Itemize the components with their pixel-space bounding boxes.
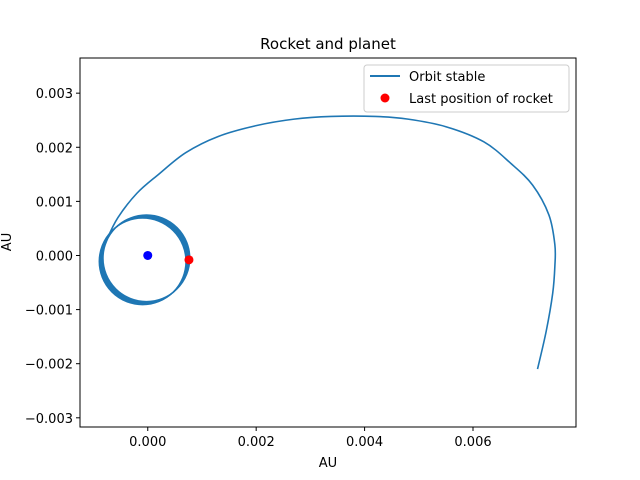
x-tick-label: 0.004: [346, 435, 383, 450]
y-tick-label: 0.003: [36, 87, 73, 102]
legend-label-rocket: Last position of rocket: [409, 92, 553, 107]
x-axis-title: AU: [319, 456, 337, 471]
legend: Orbit stable Last position of rocket: [363, 64, 570, 113]
y-tick-label: 0.001: [36, 195, 73, 210]
plot-area: [80, 58, 576, 427]
tick-layer: 0.000 0.002 0.004 0.006 −0.003 −0.002 −0.001 0.…: [25, 87, 492, 450]
legend-label-orbit: Orbit stable: [409, 70, 485, 85]
series-line-orbit: [100, 115, 557, 370]
series-layer: [98, 115, 557, 370]
x-tick-label: 0.000: [129, 435, 166, 450]
y-tick-label: −0.002: [25, 358, 73, 373]
x-tick-label: 0.006: [454, 435, 491, 450]
y-tick-label: −0.001: [25, 304, 73, 319]
chart-title: Rocket and planet: [260, 35, 396, 53]
y-axis-title: AU: [0, 233, 15, 251]
planet-marker: [143, 250, 153, 260]
legend-box: [363, 64, 570, 113]
plot-frame: [79, 57, 577, 428]
rocket-last-position-marker: [184, 255, 194, 265]
x-tick-label: 0.002: [238, 435, 275, 450]
y-tick-label: 0.002: [36, 141, 73, 156]
legend-marker-rocket: [380, 93, 390, 103]
y-tick-label: −0.003: [25, 412, 73, 427]
y-tick-label: 0.000: [36, 249, 73, 264]
